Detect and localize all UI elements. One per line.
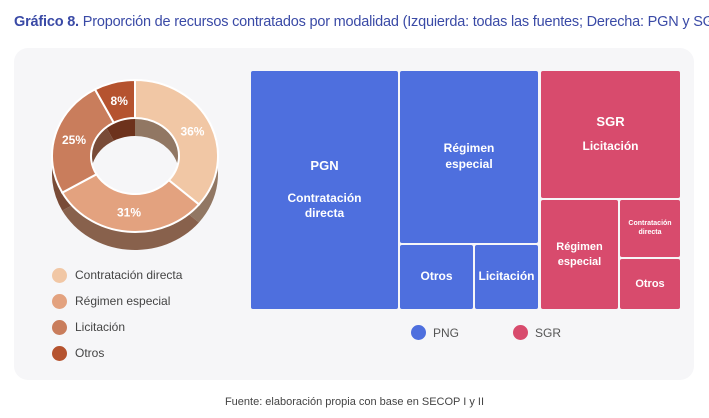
treemap-tile-sgr-contratacion-directa: Contratación directa bbox=[620, 200, 680, 257]
treemap-tile-pgn-regimen-especial: Régimen especial bbox=[400, 71, 538, 243]
donut-chart: 36% 31% 25% 8% bbox=[51, 78, 219, 250]
tile-label: Contratación directa bbox=[628, 220, 672, 236]
chart-number: Gráfico 8. bbox=[14, 14, 79, 30]
legend-item-contratacion-directa: Contratación directa bbox=[52, 262, 182, 288]
legend-label: Régimen especial bbox=[75, 294, 171, 308]
donut-data-label-licitacion: 25% bbox=[62, 133, 86, 147]
treemap-tile-pgn-contratacion-directa: PGN Contratación directa bbox=[251, 71, 398, 309]
treemap-tile-sgr-otros: Otros bbox=[620, 259, 680, 309]
treemap-legend-sgr: SGR bbox=[513, 325, 561, 340]
legend-swatch bbox=[52, 319, 67, 335]
source-note: Fuente: elaboración propia con base en S… bbox=[224, 396, 485, 408]
tile-label: Licitación bbox=[582, 139, 639, 154]
legend-swatch bbox=[513, 325, 528, 340]
legend-item-licitacion: Licitación bbox=[52, 314, 182, 340]
tile-label: Régimen especial bbox=[443, 141, 495, 171]
legend-swatch bbox=[52, 345, 67, 361]
treemap-tile-pgn-otros: Otros bbox=[400, 245, 473, 309]
treemap-tile-pgn-licitacion: Licitación bbox=[475, 245, 538, 309]
tile-label: Otros bbox=[420, 269, 453, 284]
legend-item-otros: Otros bbox=[52, 340, 182, 366]
donut-slice-otros bbox=[93, 78, 136, 125]
legend-label: Otros bbox=[75, 346, 105, 360]
tile-group-label: PGN bbox=[310, 157, 339, 173]
tile-label: Otros bbox=[635, 277, 665, 290]
donut-legend: Contratación directa Régimen especial Li… bbox=[52, 262, 182, 366]
donut-data-label-contratacion-directa: 36% bbox=[180, 125, 204, 139]
donut-slice-regimen-especial bbox=[60, 172, 201, 233]
donut-slice-licitacion bbox=[51, 88, 116, 194]
tile-label: Contratación directa bbox=[287, 190, 362, 221]
chart-title-text: Proporción de recursos contratados por m… bbox=[82, 14, 709, 30]
treemap-legend-pgn: PNG bbox=[411, 325, 459, 340]
tile-label: Régimen especial bbox=[556, 241, 603, 268]
legend-swatch bbox=[52, 267, 67, 283]
legend-swatch bbox=[411, 325, 426, 340]
chart-title: Gráfico 8. Proporción de recursos contra… bbox=[14, 14, 709, 30]
legend-item-regimen-especial: Régimen especial bbox=[52, 288, 182, 314]
legend-label: SGR bbox=[535, 325, 562, 340]
treemap-tile-sgr-licitacion: SGR Licitación bbox=[541, 71, 680, 198]
donut-slice-contratacion-directa bbox=[134, 78, 219, 206]
tile-group-label: SGR bbox=[596, 114, 625, 130]
legend-label: Contratación directa bbox=[75, 268, 183, 282]
treemap-tile-sgr-regimen-especial: Régimen especial bbox=[541, 200, 618, 309]
tile-label: Licitación bbox=[478, 269, 535, 284]
donut-data-label-otros: 8% bbox=[111, 94, 129, 108]
legend-label: PNG bbox=[433, 325, 460, 340]
legend-label: Licitación bbox=[75, 320, 126, 334]
donut-data-label-regimen-especial: 31% bbox=[117, 206, 141, 220]
legend-swatch bbox=[52, 293, 67, 309]
